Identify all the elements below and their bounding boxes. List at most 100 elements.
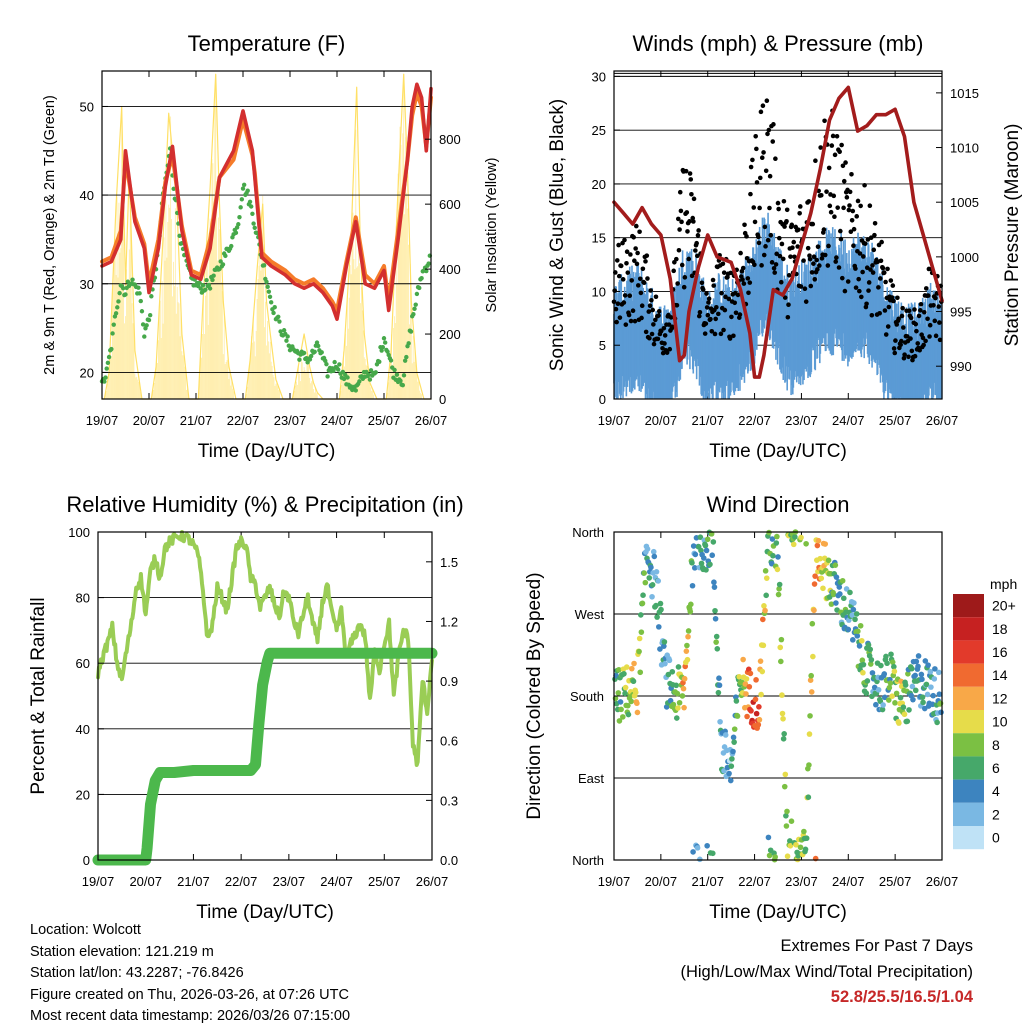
gust-point bbox=[889, 295, 895, 300]
gust-point bbox=[704, 305, 710, 310]
gust-point bbox=[626, 312, 632, 318]
gust-point bbox=[847, 203, 852, 208]
direction-point bbox=[761, 603, 767, 609]
direction-point bbox=[820, 585, 826, 592]
gust-point bbox=[635, 250, 640, 256]
temp-2m-line bbox=[100, 82, 433, 321]
gust-point bbox=[735, 292, 741, 298]
direction-point bbox=[779, 692, 785, 698]
dewpoint-point bbox=[337, 362, 342, 367]
y-tick-label: 80 bbox=[76, 591, 90, 606]
direction-point bbox=[616, 718, 623, 724]
direction-point bbox=[833, 600, 839, 606]
dewpoint-point bbox=[211, 273, 216, 278]
gust-point bbox=[764, 98, 770, 104]
gust-point bbox=[814, 257, 820, 263]
direction-point bbox=[623, 664, 630, 670]
direction-point bbox=[743, 676, 750, 682]
gust-point bbox=[731, 333, 736, 339]
gust-point bbox=[900, 325, 906, 330]
gust-point bbox=[706, 296, 712, 301]
direction-point bbox=[762, 607, 768, 614]
gust-point bbox=[818, 192, 824, 198]
direction-point bbox=[807, 677, 814, 683]
dewpoint-point bbox=[111, 322, 116, 327]
dewpoint-point bbox=[266, 289, 272, 294]
direction-point bbox=[910, 696, 916, 703]
y-tick-label: South bbox=[570, 689, 604, 704]
gust-point bbox=[644, 253, 650, 258]
chart-title: Relative Humidity (%) & Precipitation (i… bbox=[66, 492, 463, 517]
dewpoint-point bbox=[103, 375, 108, 380]
gust-point bbox=[647, 335, 652, 341]
gust-point bbox=[876, 285, 881, 290]
gust-point bbox=[745, 276, 751, 281]
y-tick-label: North bbox=[572, 525, 604, 540]
direction-point bbox=[776, 586, 782, 592]
direction-point bbox=[760, 616, 766, 623]
dewpoint-point bbox=[377, 359, 382, 364]
gust-point bbox=[635, 283, 641, 288]
direction-point bbox=[833, 574, 840, 580]
direction-point bbox=[815, 537, 822, 544]
y-tick-label: 25 bbox=[592, 123, 606, 138]
dewpoint-point bbox=[335, 367, 341, 372]
direction-point bbox=[909, 665, 915, 672]
gust-point bbox=[623, 322, 629, 327]
gust-point bbox=[661, 325, 667, 331]
gust-point bbox=[753, 133, 758, 139]
direction-point bbox=[734, 713, 741, 719]
direction-point bbox=[781, 731, 787, 737]
gust-point bbox=[883, 332, 889, 337]
direction-point bbox=[938, 709, 944, 716]
gust-point bbox=[862, 182, 867, 188]
direction-point bbox=[762, 568, 769, 574]
direction-point bbox=[632, 689, 639, 696]
direction-point bbox=[891, 668, 898, 675]
gust-point bbox=[733, 310, 739, 316]
direction-point bbox=[801, 828, 807, 835]
direction-point bbox=[665, 671, 672, 678]
direction-point bbox=[778, 658, 784, 665]
direction-point bbox=[698, 560, 705, 567]
direction-point bbox=[756, 716, 763, 723]
gust-point bbox=[721, 327, 726, 333]
gust-point bbox=[765, 131, 770, 137]
dewpoint-point bbox=[285, 334, 290, 339]
direction-point bbox=[892, 700, 898, 706]
direction-point bbox=[854, 633, 861, 639]
gust-point bbox=[838, 236, 844, 242]
extremes-title: Extremes For Past 7 Days bbox=[780, 937, 973, 955]
gust-point bbox=[784, 207, 790, 213]
direction-point bbox=[634, 709, 641, 716]
gust-point bbox=[918, 308, 923, 313]
gust-point bbox=[908, 336, 913, 341]
gust-point bbox=[767, 173, 773, 179]
direction-point bbox=[837, 591, 843, 597]
gust-point bbox=[670, 324, 675, 330]
gust-point bbox=[648, 288, 654, 293]
direction-point bbox=[637, 669, 644, 676]
gust-point bbox=[634, 223, 639, 229]
gust-point bbox=[762, 224, 768, 230]
gust-point bbox=[904, 334, 910, 339]
direction-point bbox=[847, 589, 853, 596]
gust-point bbox=[653, 317, 658, 323]
direction-point bbox=[817, 555, 823, 562]
direction-point bbox=[683, 648, 690, 654]
x-tick-label: 24/07 bbox=[832, 413, 865, 428]
gust-point bbox=[862, 241, 868, 246]
direction-point bbox=[924, 691, 931, 698]
gust-point bbox=[851, 226, 857, 232]
direction-point bbox=[709, 850, 716, 857]
direction-point bbox=[868, 656, 875, 663]
gust-point bbox=[805, 245, 811, 251]
gust-point bbox=[872, 232, 877, 238]
dewpoint-point bbox=[120, 286, 126, 291]
direction-point bbox=[860, 669, 866, 676]
gust-point bbox=[864, 301, 869, 307]
gust-point bbox=[866, 288, 871, 293]
direction-point bbox=[730, 734, 737, 741]
dewpoint-point bbox=[137, 291, 142, 296]
